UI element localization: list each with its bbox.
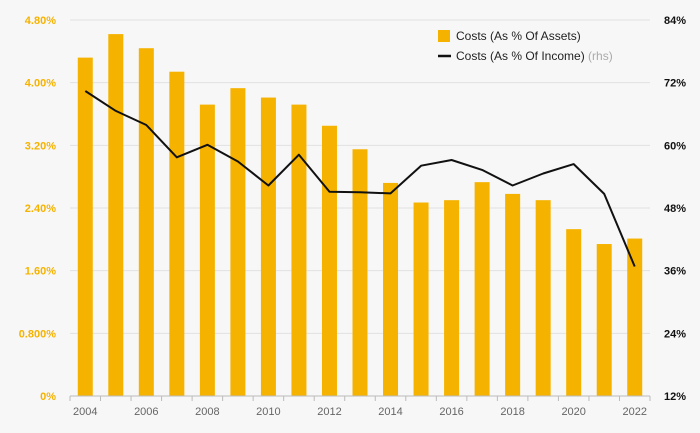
line-costs-income (84, 90, 636, 267)
bar-2011 (291, 104, 307, 396)
y-right-tick-label: 36% (664, 266, 686, 278)
legend-suffix-rhs: (rhs) (588, 49, 613, 63)
x-tick-label: 2014 (378, 406, 402, 418)
bar-series (77, 34, 643, 397)
axes: 0% 0.800% 1.60% 2.40% 3.20% 4.00% 4.80% 12% 24% 3… (19, 15, 687, 418)
legend: Costs (As % Of Assets) Costs (As % Of Inc… (438, 29, 613, 63)
bar-2016 (444, 200, 460, 396)
y-right-tick-label: 24% (664, 328, 686, 340)
bar-2004 (77, 57, 93, 396)
line-series (84, 90, 636, 267)
bar-2005 (108, 34, 124, 396)
x-tick-label: 2006 (134, 406, 158, 418)
legend-swatch-assets (438, 30, 450, 42)
bar-2015 (413, 202, 429, 396)
legend-label-income: Costs (As % Of Income) (rhs) (456, 49, 613, 63)
x-tick-label: 2022 (622, 406, 646, 418)
bar-2006 (138, 48, 154, 396)
y-left-tick-label: 4.00% (25, 78, 56, 90)
y-left-tick-label: 0% (40, 391, 56, 403)
bar-2010 (260, 97, 276, 397)
bar-2019 (535, 200, 551, 396)
bar-2017 (474, 182, 490, 396)
bar-2021 (596, 244, 612, 396)
y-right-tick-label: 84% (664, 15, 686, 27)
x-tick-label: 2004 (73, 406, 97, 418)
x-tick-label: 2018 (500, 406, 524, 418)
y-left-tick-label: 2.40% (25, 203, 56, 215)
bar-2013 (352, 149, 368, 396)
y-left-tick-label: 3.20% (25, 140, 56, 152)
x-tick-label: 2008 (195, 406, 219, 418)
y-left-tick-label: 0.800% (19, 328, 57, 340)
y-right-tick-label: 60% (664, 140, 686, 152)
bar-2012 (321, 125, 337, 396)
bar-2007 (169, 71, 185, 396)
x-tick-label: 2020 (561, 406, 585, 418)
y-left-tick-label: 4.80% (25, 15, 56, 27)
bar-2008 (199, 104, 215, 396)
x-tick-label: 2016 (439, 406, 463, 418)
y-left-tick-label: 1.60% (25, 266, 56, 278)
y-right-tick-label: 48% (664, 203, 686, 215)
legend-label-assets: Costs (As % Of Assets) (456, 29, 581, 43)
y-right-tick-label: 72% (664, 78, 686, 90)
x-tick-label: 2012 (317, 406, 341, 418)
bar-2014 (383, 182, 399, 396)
bar-2022 (627, 238, 643, 396)
y-right-tick-label: 12% (664, 391, 686, 403)
bar-2009 (230, 88, 246, 397)
bar-2018 (505, 193, 521, 396)
bar-2020 (566, 229, 582, 396)
x-tick-label: 2010 (256, 406, 280, 418)
